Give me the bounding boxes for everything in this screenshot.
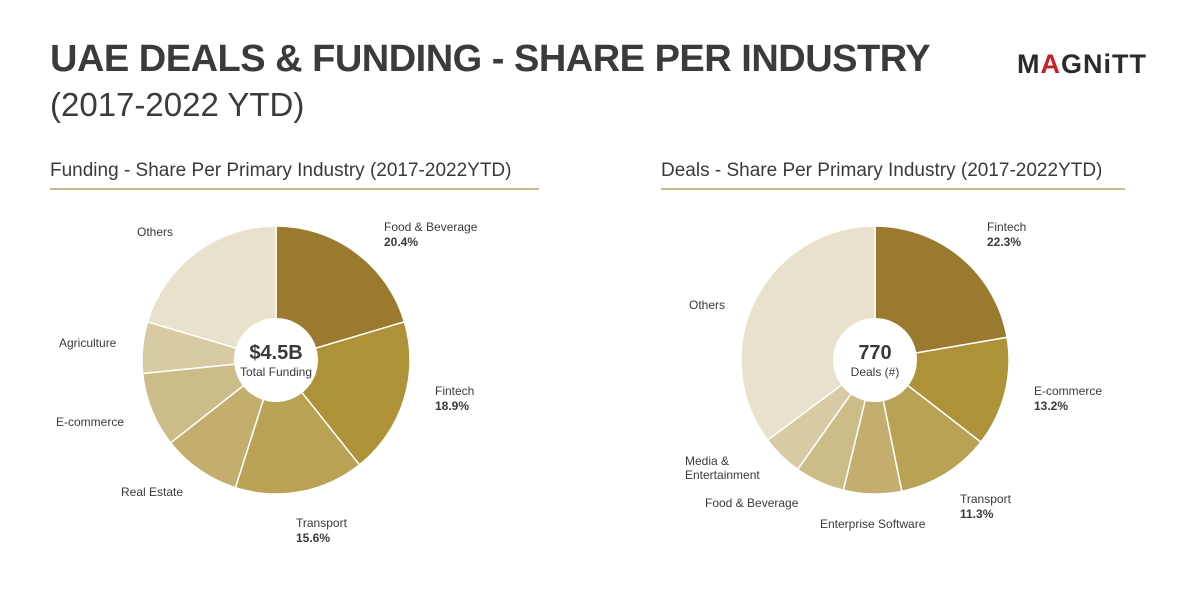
funding-label-others: Others xyxy=(137,225,173,239)
deals-label-e-commerce: E-commerce xyxy=(1034,384,1102,398)
funding-label-real-estate: Real Estate xyxy=(121,485,183,499)
funding-chart-title: Funding - Share Per Primary Industry (20… xyxy=(50,160,539,190)
deals-center-label: Deals (#) xyxy=(851,365,900,379)
funding-center-label: Total Funding xyxy=(240,365,312,379)
funding-slice-others xyxy=(146,225,277,362)
funding-label-e-commerce: E-commerce xyxy=(56,415,124,429)
deals-label-media-entertainment: Media & xyxy=(685,454,729,468)
deals-pct-transport: 11.3% xyxy=(960,507,994,521)
funding-pct-food-beverage: 20.4% xyxy=(384,235,418,249)
page-subtitle: (2017-2022 YTD) xyxy=(50,86,305,123)
deals-pct-fintech: 22.3% xyxy=(987,235,1021,249)
funding-center-value: $4.5B xyxy=(249,342,302,364)
funding-donut-hole xyxy=(234,318,318,402)
funding-label-food-beverage: Food & Beverage xyxy=(384,220,478,234)
deals-slice-others xyxy=(740,225,876,442)
deals-pct-e-commerce: 13.2% xyxy=(1034,399,1068,413)
funding-label-agriculture: Agriculture xyxy=(59,336,117,350)
deals-label-enterprise-software: Enterprise Software xyxy=(820,517,926,531)
deals-label-food-beverage: Food & Beverage xyxy=(705,496,799,510)
deals-center-value: 770 xyxy=(858,342,891,364)
deals-label-fintech: Fintech xyxy=(987,220,1026,234)
deals-donut-hole xyxy=(833,318,917,402)
page-title: UAE DEALS & FUNDING - SHARE PER INDUSTRY xyxy=(50,38,931,80)
magnitt-logo: MAGNiTT xyxy=(1017,49,1147,79)
deals-slice-transport xyxy=(873,358,982,493)
funding-pct-fintech: 18.9% xyxy=(435,399,469,413)
deals-label-transport: Transport xyxy=(960,492,1012,506)
funding-label-fintech: Fintech xyxy=(435,384,474,398)
deals-chart-title: Deals - Share Per Primary Industry (2017… xyxy=(661,160,1125,190)
deals-slice-fintech xyxy=(874,225,1008,361)
funding-label-transport: Transport xyxy=(296,516,348,530)
deals-label-media-entertainment: Entertainment xyxy=(685,468,760,482)
funding-pct-transport: 15.6% xyxy=(296,531,330,545)
deals-label-others: Others xyxy=(689,298,725,312)
funding-slice-food-beverage xyxy=(275,225,406,362)
